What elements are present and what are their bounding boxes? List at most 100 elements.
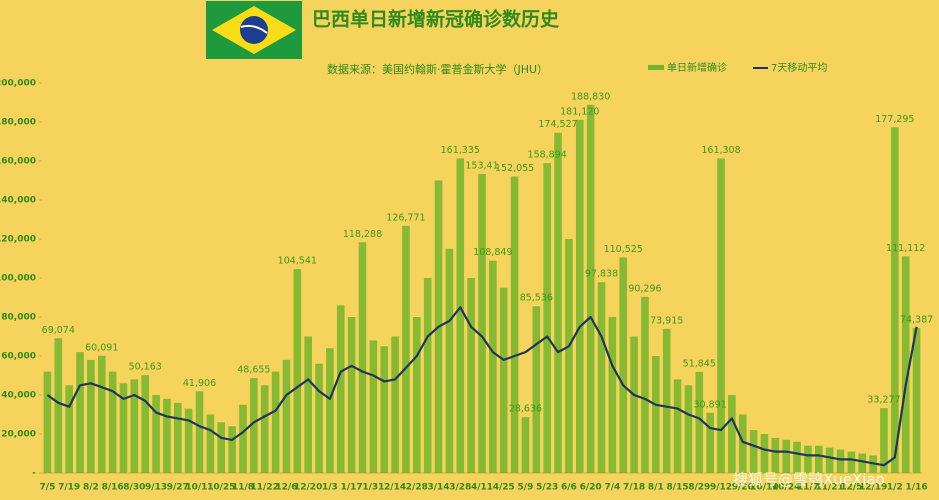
bar [706, 412, 714, 473]
bar [499, 287, 508, 473]
y-tick-label: 120,000 [0, 235, 36, 245]
x-tick-label: 8/30 [123, 483, 145, 493]
data-label: 73,915 [650, 315, 683, 326]
data-label: 97,838 [585, 269, 618, 280]
x-tick-label: 1/17 [341, 483, 363, 493]
bar [717, 158, 725, 473]
x-tick-label: 12/6 [275, 483, 297, 493]
bar [423, 278, 432, 473]
bar [814, 445, 823, 473]
bar [510, 176, 519, 474]
x-tick-label: 3/14 [428, 483, 450, 493]
x-tick-label: 8/16 [102, 483, 124, 493]
bar [619, 257, 628, 473]
bar [108, 371, 117, 473]
data-label: 174,527 [538, 119, 577, 130]
y-tick-label: 20,000 [1, 430, 36, 440]
x-tick-label: 6/20 [580, 483, 602, 493]
bar [413, 317, 421, 473]
bar [749, 430, 758, 473]
bar [456, 158, 465, 474]
bar [391, 336, 399, 473]
bar [195, 391, 204, 473]
x-tick-label: 7/18 [623, 483, 645, 493]
bar [489, 260, 497, 473]
x-tick-label: 9/12 [710, 483, 732, 493]
bar [445, 248, 454, 473]
x-tick-label: 8/2 [83, 483, 99, 493]
x-tick-label: 8/29 [688, 483, 710, 493]
bar [206, 414, 215, 473]
x-tick-label: 6/6 [561, 483, 577, 493]
bar [369, 340, 378, 473]
data-label: 28,636 [509, 404, 542, 415]
bar [304, 336, 312, 473]
bar [174, 402, 182, 473]
data-label: 30,891 [694, 399, 727, 410]
x-tick-label: 11/21 [815, 483, 843, 493]
data-label: 48,655 [237, 365, 270, 376]
y-tick-label: - [32, 469, 36, 479]
x-tick-label: 8/1 [648, 483, 664, 493]
bar [728, 395, 736, 473]
x-tick-label: 1/2 [887, 483, 903, 493]
watermark: 搜狐号@雪鸮XueXiao [733, 471, 885, 489]
bar [347, 317, 356, 473]
bar [673, 379, 682, 473]
x-tick-label: 10/10 [750, 483, 778, 493]
bar [282, 359, 291, 473]
y-tick-label: 140,000 [0, 196, 36, 206]
x-tick-label: 9/27 [167, 483, 189, 493]
bar [630, 336, 638, 473]
bar [804, 445, 812, 473]
y-tick-label: 60,000 [1, 352, 36, 362]
x-tick-label: 7/19 [58, 483, 80, 493]
bar [43, 371, 52, 473]
data-label: 51,845 [683, 358, 716, 369]
bar [825, 447, 834, 473]
data-label: 126,771 [386, 212, 425, 223]
x-tick-label: 5/9 [518, 483, 534, 493]
bar [358, 242, 367, 473]
legend-label: 7天移动平均 [771, 61, 827, 74]
data-label: 188,830 [571, 91, 610, 102]
bar [130, 379, 139, 473]
data-label: 177,295 [875, 114, 914, 125]
bar [293, 269, 302, 473]
x-tick-label: 11/22 [251, 483, 279, 493]
data-label: 33,277 [867, 395, 900, 406]
data-label: 104,541 [278, 256, 317, 267]
bar [575, 119, 584, 473]
bar [738, 414, 747, 473]
bar [597, 282, 606, 473]
bar [326, 348, 334, 473]
bar [65, 385, 73, 473]
bar [76, 352, 84, 473]
data-label: 74,387 [900, 314, 933, 325]
y-tick-label: 80,000 [1, 313, 36, 323]
data-label: 110,525 [604, 244, 643, 255]
bar [782, 439, 790, 473]
bar [521, 417, 530, 473]
data-label: 108,849 [473, 247, 512, 258]
data-label: 111,112 [886, 243, 925, 254]
x-tick-label: 12/20 [294, 483, 322, 493]
bar [608, 317, 617, 473]
x-tick-label: 1/16 [906, 483, 928, 493]
bar [565, 239, 573, 473]
x-tick-label: 10/11 [185, 483, 213, 493]
bar [912, 327, 921, 473]
bar [54, 338, 63, 473]
bar [858, 453, 867, 473]
data-label: 60,091 [85, 342, 118, 353]
bar [836, 449, 845, 473]
bar [478, 173, 486, 473]
bar [901, 256, 910, 473]
bar [695, 371, 704, 473]
bar [771, 437, 780, 473]
bar [760, 434, 769, 473]
x-tick-label: 9/13 [145, 483, 167, 493]
bar [315, 363, 323, 473]
bar [684, 385, 693, 473]
